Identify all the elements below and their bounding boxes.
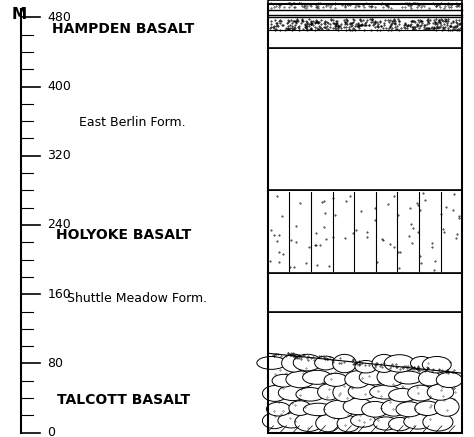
- Bar: [268, 191, 462, 273]
- Ellipse shape: [315, 356, 337, 370]
- Text: East Berlin Form.: East Berlin Form.: [80, 116, 186, 129]
- Ellipse shape: [377, 368, 406, 386]
- Ellipse shape: [345, 371, 370, 388]
- Text: 320: 320: [47, 149, 71, 162]
- Ellipse shape: [372, 354, 396, 372]
- Ellipse shape: [324, 400, 354, 419]
- Ellipse shape: [362, 402, 389, 417]
- Ellipse shape: [389, 417, 411, 431]
- Ellipse shape: [263, 413, 286, 429]
- Ellipse shape: [348, 383, 378, 399]
- Text: 400: 400: [47, 80, 71, 93]
- Ellipse shape: [359, 369, 388, 385]
- Ellipse shape: [289, 401, 311, 416]
- Text: 480: 480: [47, 11, 71, 24]
- Text: M: M: [12, 7, 27, 22]
- Ellipse shape: [295, 413, 323, 431]
- Text: 80: 80: [47, 357, 64, 370]
- Ellipse shape: [435, 398, 459, 416]
- Bar: [268, 4, 462, 433]
- Ellipse shape: [286, 371, 315, 388]
- Ellipse shape: [263, 385, 287, 401]
- Ellipse shape: [389, 388, 416, 402]
- Ellipse shape: [302, 370, 332, 384]
- Bar: [268, 273, 462, 312]
- Ellipse shape: [351, 414, 375, 427]
- Ellipse shape: [272, 375, 295, 387]
- Ellipse shape: [419, 371, 440, 386]
- Text: 160: 160: [47, 288, 71, 301]
- Ellipse shape: [257, 357, 286, 369]
- Ellipse shape: [278, 385, 308, 401]
- Text: Shuttle Meadow Form.: Shuttle Meadow Form.: [67, 292, 208, 305]
- Ellipse shape: [384, 355, 415, 372]
- Ellipse shape: [427, 384, 454, 400]
- Text: TALCOTT BASALT: TALCOTT BASALT: [57, 393, 190, 407]
- Ellipse shape: [408, 385, 434, 401]
- Ellipse shape: [282, 354, 306, 372]
- Ellipse shape: [415, 401, 440, 416]
- Text: 0: 0: [47, 426, 55, 437]
- Text: HAMPDEN BASALT: HAMPDEN BASALT: [52, 22, 194, 36]
- Bar: [268, 48, 462, 191]
- Ellipse shape: [266, 402, 291, 416]
- Text: 240: 240: [47, 218, 71, 232]
- Ellipse shape: [370, 385, 401, 399]
- Ellipse shape: [296, 388, 325, 401]
- Ellipse shape: [381, 399, 407, 416]
- Ellipse shape: [316, 415, 340, 432]
- Ellipse shape: [324, 373, 347, 386]
- Ellipse shape: [333, 383, 356, 402]
- Text: HOLYOKE BASALT: HOLYOKE BASALT: [55, 229, 191, 243]
- Ellipse shape: [394, 371, 422, 384]
- Ellipse shape: [423, 413, 453, 431]
- Ellipse shape: [337, 416, 359, 432]
- Ellipse shape: [436, 372, 462, 388]
- Ellipse shape: [404, 414, 432, 429]
- Ellipse shape: [278, 413, 305, 428]
- Ellipse shape: [333, 354, 356, 373]
- Ellipse shape: [343, 398, 373, 415]
- Ellipse shape: [318, 384, 341, 400]
- Ellipse shape: [355, 361, 377, 373]
- Ellipse shape: [303, 403, 333, 416]
- Ellipse shape: [374, 417, 398, 430]
- Bar: [268, 0, 462, 48]
- Ellipse shape: [293, 354, 321, 371]
- Ellipse shape: [396, 402, 422, 417]
- Ellipse shape: [422, 357, 451, 373]
- Ellipse shape: [410, 357, 433, 370]
- Bar: [268, 312, 462, 433]
